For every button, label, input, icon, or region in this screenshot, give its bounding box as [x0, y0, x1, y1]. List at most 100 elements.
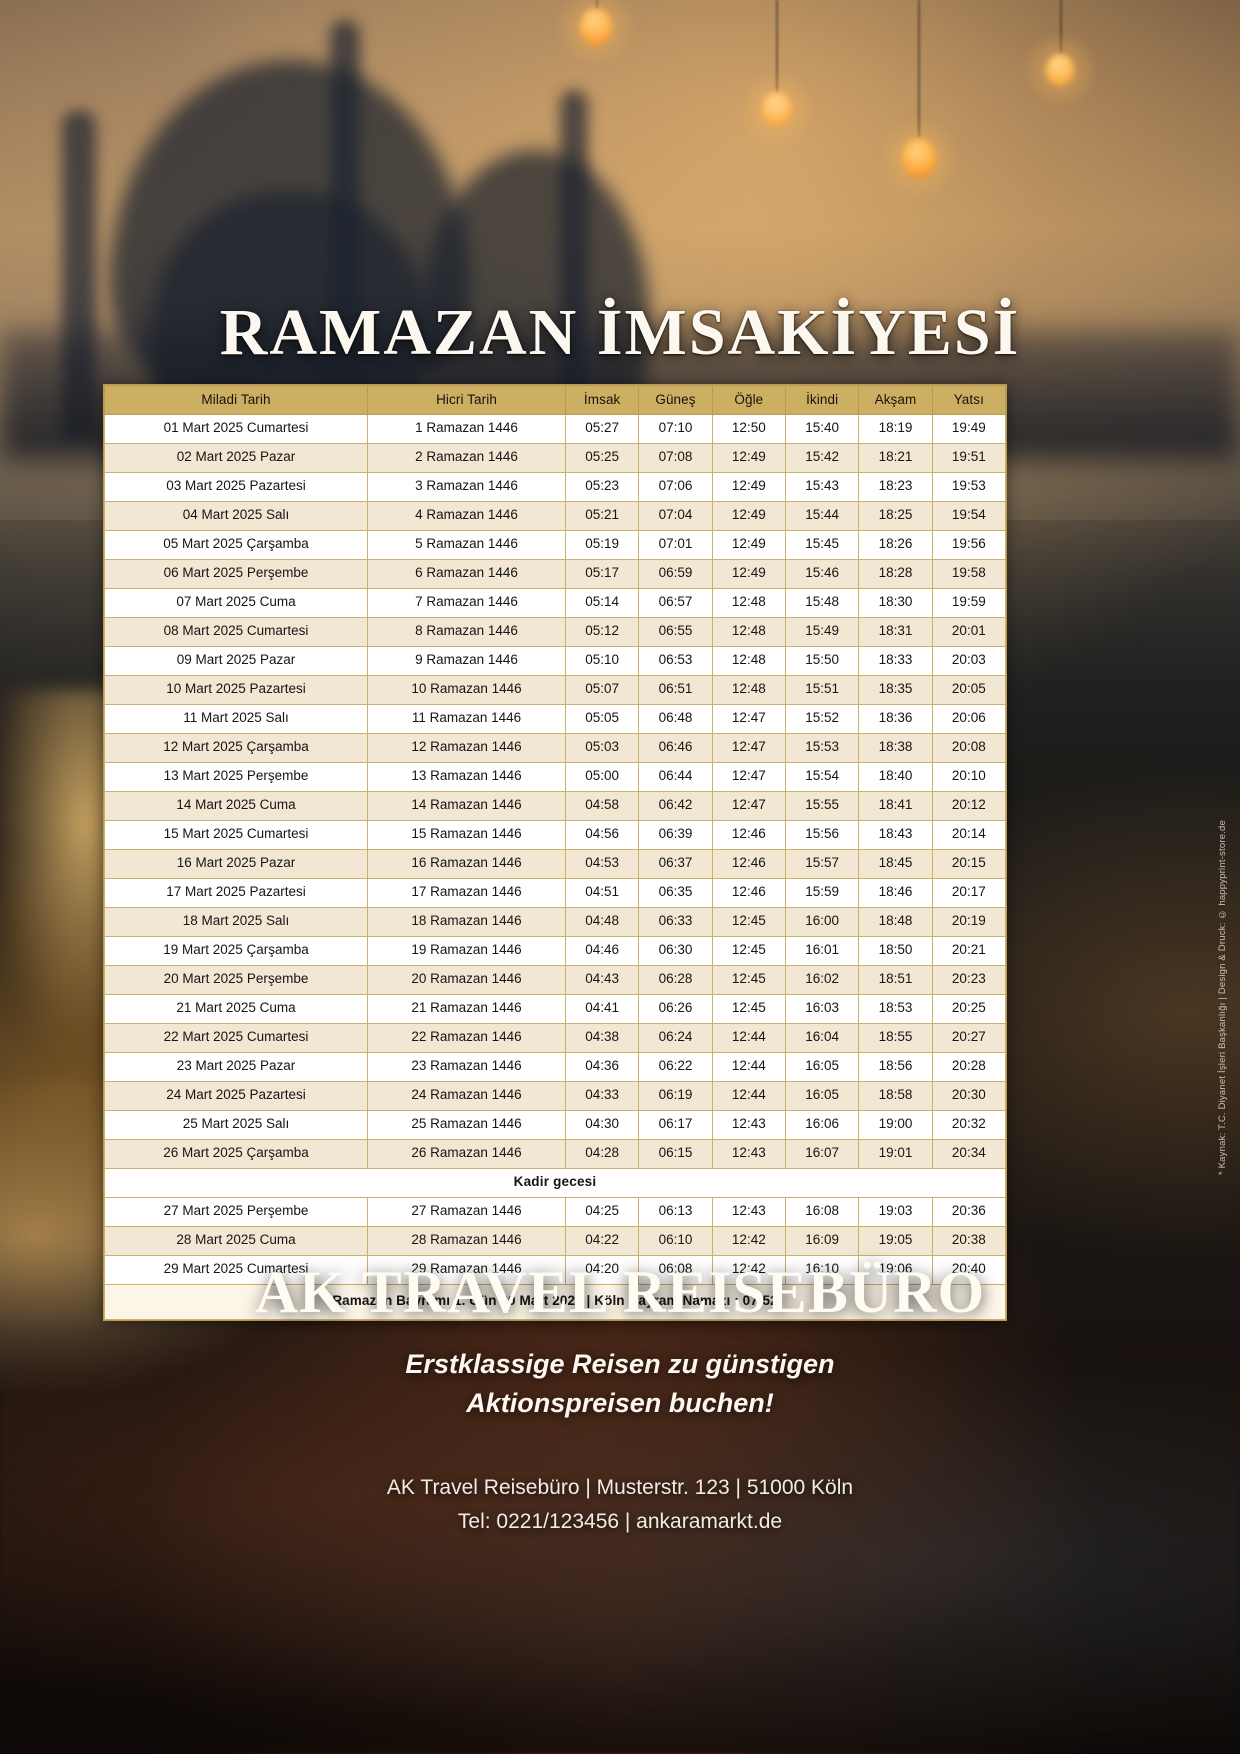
- table-row: 17 Mart 2025 Pazartesi 17 Ramazan 1446 04:…: [104, 878, 1007, 908]
- cell-ogle: 12:45: [711, 936, 786, 966]
- cell-ikindi: 15:57: [784, 849, 860, 879]
- cell-aksam: 18:56: [858, 1052, 933, 1082]
- cell-yatsi: 20:32: [931, 1110, 1007, 1140]
- column-header-g-ne: Güneş: [638, 385, 713, 415]
- cell-imsak: 05:00: [564, 762, 640, 792]
- cell-ogle: 12:48: [711, 675, 786, 705]
- table-row: 25 Mart 2025 Salı 25 Ramazan 1446 04:30 06:…: [104, 1110, 1007, 1140]
- table-row: 24 Mart 2025 Pazartesi 24 Ramazan 1446 04:…: [104, 1081, 1007, 1111]
- table-row: 21 Mart 2025 Cuma 21 Ramazan 1446 04:41 06:…: [104, 994, 1007, 1024]
- cell-ogle: 12:44: [711, 1081, 786, 1111]
- cell-hicri: 15 Ramazan 1446: [367, 820, 566, 850]
- slogan-line-1: Erstklassige Reisen zu günstigen: [405, 1349, 835, 1379]
- cell-imsak: 04:53: [564, 849, 640, 879]
- cell-hicri: 8 Ramazan 1446: [367, 617, 566, 647]
- table-row: 03 Mart 2025 Pazartesi 3 Ramazan 1446 05:2…: [104, 472, 1007, 502]
- column-header-le: Öğle: [711, 385, 786, 415]
- cell-hicri: 6 Ramazan 1446: [367, 559, 566, 589]
- cell-imsak: 05:27: [564, 414, 640, 444]
- cell-ikindi: 15:45: [784, 530, 860, 560]
- cell-date: 29 Mart 2025 Cumartesi: [104, 1255, 368, 1285]
- cell-ogle: 12:50: [711, 414, 786, 444]
- cell-yatsi: 20:23: [931, 965, 1007, 995]
- cell-aksam: 19:06: [858, 1255, 933, 1285]
- cell-gunes: 06:55: [638, 617, 713, 647]
- cell-yatsi: 20:08: [931, 733, 1007, 763]
- cell-ikindi: 16:00: [784, 907, 860, 937]
- cell-ogle: 12:48: [711, 617, 786, 647]
- bayram-note: Ramazan Bayramı 1. Gün 30 Mart 2025 | Kö…: [104, 1284, 1006, 1320]
- cell-yatsi: 20:19: [931, 907, 1007, 937]
- cell-aksam: 18:25: [858, 501, 933, 531]
- cell-gunes: 06:15: [638, 1139, 713, 1169]
- table-body: 01 Mart 2025 Cumartesi 1 Ramazan 1446 05:2…: [104, 414, 1007, 1320]
- cell-hicri: 18 Ramazan 1446: [367, 907, 566, 937]
- cell-date: 15 Mart 2025 Cumartesi: [104, 820, 368, 850]
- prayer-times-table-container: Miladi Tarih Hicri Tarih İmsak Güneş Öğle İki…: [103, 384, 1007, 1321]
- table-row: 19 Mart 2025 Çarşamba 19 Ramazan 1446 04:4…: [104, 936, 1007, 966]
- cell-ogle: 12:42: [711, 1255, 786, 1285]
- cell-aksam: 19:01: [858, 1139, 933, 1169]
- cell-yatsi: 20:27: [931, 1023, 1007, 1053]
- cell-aksam: 18:21: [858, 443, 933, 473]
- cell-ogle: 12:49: [711, 559, 786, 589]
- cell-date: 03 Mart 2025 Pazartesi: [104, 472, 368, 502]
- cell-ikindi: 15:54: [784, 762, 860, 792]
- cell-ogle: 12:48: [711, 646, 786, 676]
- cell-ikindi: 16:03: [784, 994, 860, 1024]
- cell-ogle: 12:45: [711, 907, 786, 937]
- cell-imsak: 04:46: [564, 936, 640, 966]
- cell-ogle: 12:42: [711, 1226, 786, 1256]
- cell-ogle: 12:44: [711, 1052, 786, 1082]
- cell-gunes: 06:39: [638, 820, 713, 850]
- table-row: 10 Mart 2025 Pazartesi 10 Ramazan 1446 05:…: [104, 675, 1007, 705]
- column-header-hicri-tarih: Hicri Tarih: [367, 385, 566, 415]
- cell-hicri: 19 Ramazan 1446: [367, 936, 566, 966]
- cell-imsak: 05:05: [564, 704, 640, 734]
- prayer-times-table: Miladi Tarih Hicri Tarih İmsak Güneş Öğle İki…: [104, 385, 1007, 1320]
- table-row: 05 Mart 2025 Çarşamba 5 Ramazan 1446 05:19…: [104, 530, 1007, 560]
- cell-aksam: 19:03: [858, 1197, 933, 1227]
- cell-ogle: 12:43: [711, 1139, 786, 1169]
- table-row: 08 Mart 2025 Cumartesi 8 Ramazan 1446 05:1…: [104, 617, 1007, 647]
- hanging-lamp-2: [738, 68, 816, 150]
- cell-yatsi: 20:34: [931, 1139, 1007, 1169]
- column-header-miladi-tarih: Miladi Tarih: [104, 385, 368, 415]
- cell-gunes: 06:13: [638, 1197, 713, 1227]
- cell-aksam: 18:48: [858, 907, 933, 937]
- table-row: 04 Mart 2025 Salı 4 Ramazan 1446 05:21 07:0…: [104, 501, 1007, 531]
- cell-ikindi: 15:53: [784, 733, 860, 763]
- cell-imsak: 05:10: [564, 646, 640, 676]
- table-row: 20 Mart 2025 Perşembe 20 Ramazan 1446 04:4…: [104, 965, 1007, 995]
- cell-yatsi: 20:17: [931, 878, 1007, 908]
- cell-ogle: 12:49: [711, 530, 786, 560]
- cell-date: 08 Mart 2025 Cumartesi: [104, 617, 368, 647]
- cell-date: 19 Mart 2025 Çarşamba: [104, 936, 368, 966]
- cell-aksam: 19:00: [858, 1110, 933, 1140]
- bulb-wire-2: [776, 0, 778, 92]
- cell-hicri: 11 Ramazan 1446: [367, 704, 566, 734]
- cell-hicri: 22 Ramazan 1446: [367, 1023, 566, 1053]
- cell-yatsi: 20:36: [931, 1197, 1007, 1227]
- cell-gunes: 06:37: [638, 849, 713, 879]
- cell-hicri: 20 Ramazan 1446: [367, 965, 566, 995]
- cell-ikindi: 16:10: [784, 1255, 860, 1285]
- cell-aksam: 18:19: [858, 414, 933, 444]
- cell-ogle: 12:45: [711, 994, 786, 1024]
- cell-yatsi: 19:53: [931, 472, 1007, 502]
- cell-imsak: 04:30: [564, 1110, 640, 1140]
- cell-ogle: 12:48: [711, 588, 786, 618]
- cell-yatsi: 19:58: [931, 559, 1007, 589]
- table-row: 01 Mart 2025 Cumartesi 1 Ramazan 1446 05:2…: [104, 414, 1007, 444]
- cell-ogle: 12:44: [711, 1023, 786, 1053]
- table-row: 18 Mart 2025 Salı 18 Ramazan 1446 04:48 06:…: [104, 907, 1007, 937]
- contact-phone-web[interactable]: Tel: 0221/123456 | ankaramarkt.de: [457, 1509, 783, 1533]
- cell-date: 17 Mart 2025 Pazartesi: [104, 878, 368, 908]
- cell-gunes: 06:42: [638, 791, 713, 821]
- cell-hicri: 27 Ramazan 1446: [367, 1197, 566, 1227]
- cell-aksam: 18:23: [858, 472, 933, 502]
- cell-ikindi: 15:59: [784, 878, 860, 908]
- cell-gunes: 06:26: [638, 994, 713, 1024]
- cell-yatsi: 19:51: [931, 443, 1007, 473]
